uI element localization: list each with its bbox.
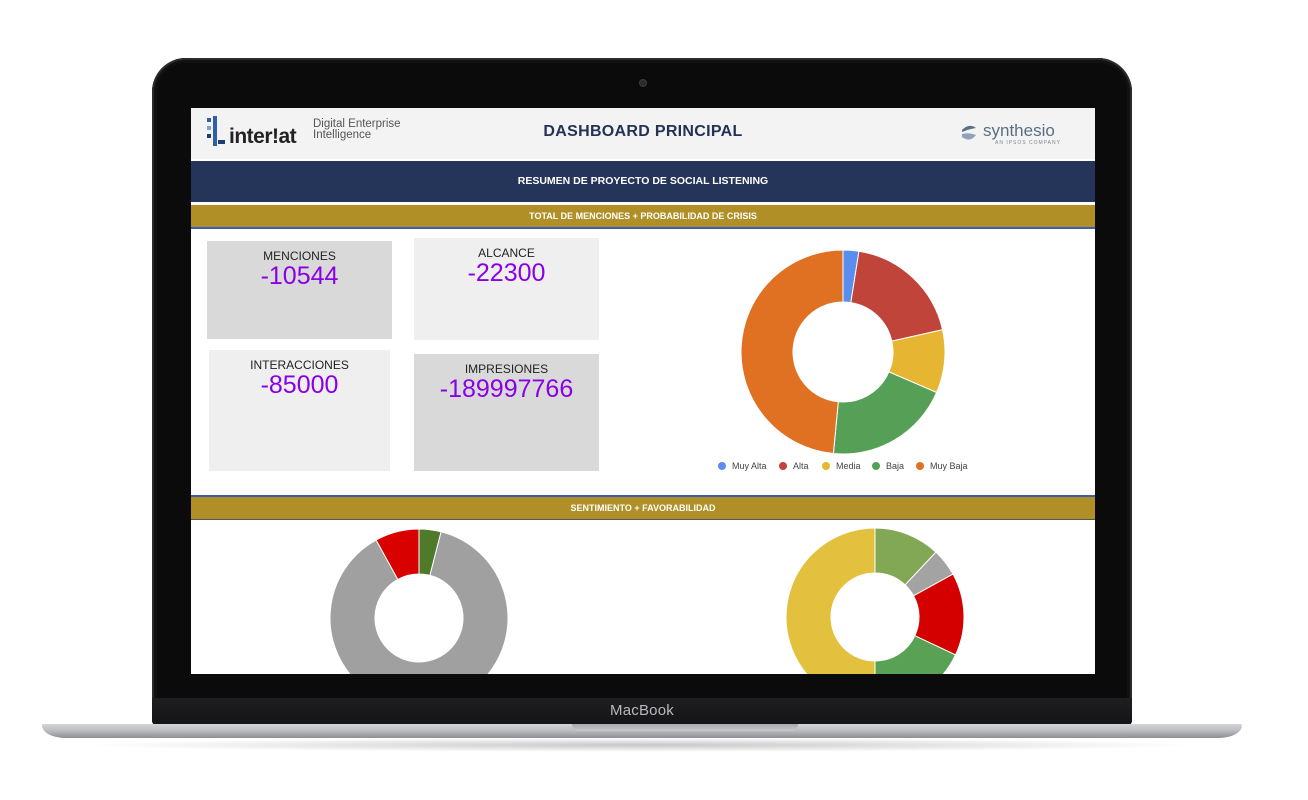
crisis-slice-muy-baja[interactable] <box>740 249 844 455</box>
crisis-slice-alta[interactable] <box>850 250 944 342</box>
sentiment-slice-slice-3[interactable] <box>375 528 420 581</box>
interlat-subtitle-line2: Intelligence <box>313 129 372 141</box>
legend-label: Muy Baja <box>930 461 968 471</box>
synthesio-logo[interactable]: synthesio AN IPSOS COMPANY <box>959 121 1079 151</box>
crisis-slice-baja[interactable] <box>832 371 938 455</box>
kpi-value: -10544 <box>260 262 339 290</box>
page-title: DASHBOARD PRINCIPAL <box>543 123 743 140</box>
synthesio-logo-word: synthesio <box>983 121 1055 140</box>
kpi-label: IMPRESIONES <box>464 362 549 376</box>
sentiment-slice-slice-2[interactable] <box>329 531 509 674</box>
kpi-card-menciones[interactable]: MENCIONES -10544 <box>207 241 392 339</box>
interlat-logo-word: inter!at <box>229 125 297 148</box>
laptop-notch <box>572 724 798 731</box>
kpi-label: ALCANCE <box>478 246 535 260</box>
legend-dot-icon <box>779 462 787 470</box>
summary-band: RESUMEN DE PROYECTO DE SOCIAL LISTENING <box>191 161 1095 202</box>
kpi-card-interacciones[interactable]: INTERACCIONES -85000 <box>209 350 390 471</box>
legend-dot-icon <box>822 462 830 470</box>
favorability-slice-slice-5[interactable] <box>785 527 876 674</box>
kpi-label: INTERACCIONES <box>250 358 349 372</box>
sentiment-donut-chart[interactable] <box>328 527 510 674</box>
dashboard-screen: inter!at Digital Enterprise Intelligence… <box>191 108 1095 674</box>
laptop-base <box>42 724 1242 738</box>
kpi-value: -85000 <box>260 371 339 399</box>
section1-title: TOTAL DE MENCIONES + PROBABILIDAD DE CRI… <box>191 205 1095 229</box>
interlat-logo[interactable]: inter!at Digital Enterprise Intelligence <box>205 116 405 152</box>
section2-title: SENTIMIENTO + FAVORABILIDAD <box>191 495 1095 520</box>
device-brand-label: MacBook <box>610 702 674 719</box>
synthesio-logo-mark-icon <box>962 125 976 140</box>
legend-label: Media <box>836 461 861 471</box>
kpi-value: -22300 <box>467 259 546 287</box>
legend-label: Alta <box>793 461 809 471</box>
laptop-shadow <box>80 738 1204 752</box>
legend-dot-icon <box>718 462 726 470</box>
kpi-card-impresiones[interactable]: IMPRESIONES -189997766 <box>414 354 599 471</box>
interlat-logo-mark-icon <box>207 116 225 146</box>
kpi-label: MENCIONES <box>263 249 336 263</box>
header-bar: inter!at Digital Enterprise Intelligence… <box>191 108 1095 159</box>
kpi-value: -189997766 <box>439 375 574 403</box>
legend-dot-icon <box>872 462 880 470</box>
kpi-card-alcance[interactable]: ALCANCE -22300 <box>414 238 599 340</box>
laptop-chin: MacBook <box>152 698 1132 726</box>
legend-label: Muy Alta <box>732 461 767 471</box>
favorability-donut-chart[interactable] <box>784 526 966 674</box>
crisis-legend: Muy Alta Alta Media Baja Muy Baja <box>718 459 978 473</box>
interlat-subtitle-line1: Digital Enterprise <box>313 118 401 130</box>
crisis-probability-donut-chart[interactable] <box>738 247 948 457</box>
legend-dot-icon <box>916 462 924 470</box>
interlat-logo-subtitle: Digital Enterprise Intelligence <box>313 118 413 141</box>
favorability-slice-slice-4[interactable] <box>874 635 957 674</box>
camera-icon <box>640 80 646 86</box>
synthesio-logo-subtitle: AN IPSOS COMPANY <box>995 140 1061 146</box>
legend-label: Baja <box>886 461 905 471</box>
